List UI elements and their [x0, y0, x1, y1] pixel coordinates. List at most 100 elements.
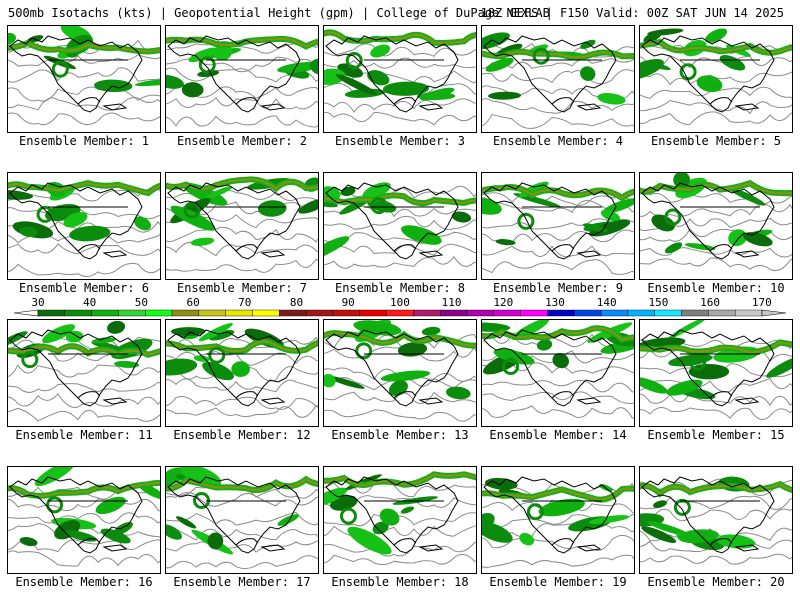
isotach-fill	[63, 212, 88, 228]
isotach-fill	[175, 516, 197, 529]
height-contour	[324, 43, 476, 57]
isotach-colorbar: 30 40 50 60 70 80 90 100 110 120 130 140 150 160 170	[13, 296, 787, 317]
isotach-fill	[181, 82, 204, 98]
coastline	[709, 97, 733, 105]
colorbar-swatch	[734, 309, 763, 317]
height-contour	[166, 404, 318, 418]
height-contour	[324, 409, 476, 422]
height-contour	[482, 259, 634, 275]
coastline	[641, 329, 775, 407]
isotach-fill	[231, 361, 250, 377]
closed-low	[502, 358, 520, 376]
colorbar-max-arrow	[761, 309, 787, 317]
ensemble-member-map	[7, 319, 161, 427]
ensemble-member-label: Ensemble Member: 12	[173, 428, 311, 442]
height-contour	[324, 541, 476, 557]
isotach-fill	[380, 370, 431, 382]
coastline	[551, 538, 575, 546]
closed-low	[51, 60, 69, 78]
colorbar-tick-label: 150	[648, 296, 668, 309]
isotach-fill	[213, 44, 233, 61]
isotach-fill	[666, 379, 703, 396]
colorbar-swatch	[198, 309, 226, 317]
isotach-fill	[493, 348, 535, 365]
colorbar-swatch	[493, 309, 521, 317]
isotach-fill	[401, 225, 442, 245]
colorbar-swatch	[37, 309, 66, 317]
colorbar-tick-label: 160	[700, 296, 720, 309]
isotach-fill	[180, 467, 222, 487]
colorbar-swatch	[386, 309, 414, 317]
isotach-fill	[310, 58, 318, 75]
isotach-fill	[324, 236, 350, 258]
coastline	[483, 35, 617, 113]
height-contour	[166, 241, 318, 257]
colorbar-swatch	[466, 309, 495, 317]
height-contour	[166, 115, 318, 128]
coastline	[483, 182, 617, 260]
height-contour	[324, 98, 476, 114]
height-contour	[640, 228, 792, 242]
isotach-fill	[582, 223, 609, 233]
isotach-fill	[719, 55, 746, 71]
height-contour	[8, 393, 160, 408]
isotach-fill	[397, 342, 428, 357]
coastline	[551, 97, 575, 105]
colorbar-tick-label: 50	[135, 296, 148, 309]
coastline	[709, 538, 733, 546]
isotach-fill	[170, 327, 206, 336]
coastline	[393, 244, 417, 252]
coastline	[9, 182, 143, 260]
height-contour	[166, 56, 318, 73]
ensemble-member-label: Ensemble Member: 20	[647, 575, 785, 589]
coastline	[77, 97, 101, 105]
ensemble-member-map	[165, 319, 319, 427]
height-contour	[482, 245, 634, 258]
coastline	[9, 329, 143, 407]
closed-low	[517, 212, 535, 230]
height-contour	[640, 111, 792, 125]
height-contour	[166, 528, 318, 541]
ensemble-member-label: Ensemble Member: 17	[173, 575, 311, 589]
isotach-fill	[382, 81, 430, 96]
coastline	[325, 476, 459, 554]
isotach-fill	[400, 506, 415, 514]
height-contour	[640, 527, 792, 542]
closed-low	[345, 51, 363, 69]
height-contour	[482, 391, 634, 405]
colorbar-swatch	[171, 309, 200, 317]
isotach-fill	[335, 74, 377, 96]
isotach-fill	[298, 198, 318, 214]
coastline	[77, 391, 101, 399]
colorbar-swatch	[520, 309, 548, 317]
jet-core	[324, 473, 476, 487]
isotach-fill	[327, 375, 365, 389]
height-contour	[8, 262, 160, 277]
coastline	[325, 35, 459, 113]
isotach-fill	[198, 323, 233, 342]
height-contour	[166, 540, 318, 553]
isotach-fill	[166, 74, 184, 89]
jet-core	[166, 478, 318, 492]
coastline	[77, 244, 101, 252]
isotach-fill	[166, 524, 182, 540]
isotach-fill	[487, 91, 522, 100]
island-outline	[576, 250, 602, 258]
height-contour	[640, 99, 792, 115]
jet-core	[8, 481, 160, 497]
island-outline	[734, 544, 760, 552]
isotach-fill	[416, 92, 456, 101]
colorbar-tick-label: 130	[545, 296, 565, 309]
isotach-fill	[166, 358, 198, 376]
isotach-fill	[19, 226, 38, 237]
colorbar-tick-label: 90	[342, 296, 355, 309]
island-outline	[418, 397, 444, 405]
ensemble-member-map	[323, 466, 477, 574]
coastline	[235, 97, 259, 105]
height-contour	[640, 407, 792, 420]
ensemble-member-label: Ensemble Member: 6	[18, 281, 150, 295]
colorbar-swatch	[252, 309, 280, 317]
isotach-fill	[193, 355, 210, 362]
height-contour	[166, 336, 318, 350]
ensemble-member-map	[323, 319, 477, 427]
